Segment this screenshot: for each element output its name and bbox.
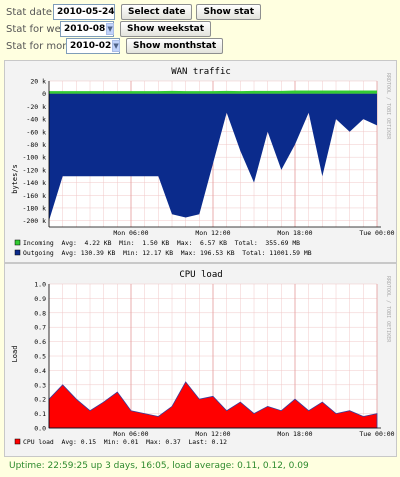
y-tick-label: 0.5 [34, 353, 46, 361]
y-tick-label: -120 k [23, 166, 47, 174]
x-tick-label: Mon 06:00 [113, 229, 148, 237]
y-tick-label: -200 k [23, 217, 47, 225]
x-tick-label: Mon 12:00 [195, 430, 230, 438]
date-label: Stat date: [6, 6, 56, 18]
cpu-marks [48, 381, 378, 429]
y-tick-label: 0.6 [34, 338, 46, 346]
week-row: Stat for week: 2010-08 ▼ Show weekstat [6, 21, 212, 37]
outgoing-legend-swatch [14, 249, 21, 256]
cpu-legend: CPU load Avg: 0.15 Min: 0.01 Max: 0.37 L… [23, 438, 227, 446]
cpu-title: CPU load [179, 270, 222, 280]
wan-marks [49, 90, 377, 221]
series-area-incoming [49, 90, 377, 94]
y-tick-label: -140 k [23, 179, 47, 187]
wan-y-axis: 20 k 0 -20 k -40 k -60 k -80 k -100 k -120 k -14… [23, 78, 381, 228]
outgoing-legend: Outgoing Avg: 130.39 KB Min: 12.17 KB Ma… [23, 249, 312, 257]
incoming-legend: Incoming Avg: 4.22 KB Min: 1.50 KB Max: … [23, 239, 300, 247]
uptime-status: Uptime: 22:59:25 up 3 days, 16:05, load … [9, 461, 309, 471]
y-tick-label: 1.0 [34, 281, 46, 289]
cpu-load-chart: CPU load RRDTOOL / TOBI OETIKER Load 1.0… [11, 270, 395, 446]
y-tick-label: 0.4 [34, 367, 46, 375]
date-row: Stat date: 2010-05-24 Select date Show s… [6, 4, 262, 20]
week-label: Stat for week: [6, 23, 77, 35]
cpu-y-axis: 1.0 0.9 0.8 0.7 0.6 0.5 0.4 0.3 0.2 0.1 0.0 [34, 281, 381, 433]
x-tick-label: Mon 12:00 [195, 229, 230, 237]
y-tick-label: -40 k [26, 116, 46, 124]
select-date-button[interactable]: Select date [121, 4, 193, 20]
y-tick-label: 20 k [30, 78, 46, 86]
week-select[interactable]: 2010-08 ▼ [60, 21, 114, 37]
show-weekstat-button[interactable]: Show weekstat [120, 21, 212, 37]
y-tick-label: 0.2 [34, 396, 46, 404]
month-select-value: 2010-02 [70, 41, 112, 51]
x-tick-label: Tue 00:00 [359, 229, 394, 237]
y-tick-label: -60 k [26, 128, 46, 136]
month-row: Stat for month: 2010-02 ▼ Show monthstat [6, 38, 224, 54]
wan-traffic-graph: WAN traffic RRDTOOL / TOBI OETIKER bytes… [4, 60, 397, 263]
y-tick-label: -100 k [23, 154, 47, 162]
y-tick-label: 0.0 [34, 425, 46, 433]
y-tick-label: -180 k [23, 204, 47, 212]
y-tick-label: -80 k [26, 141, 46, 149]
y-tick-label: 0.7 [34, 324, 46, 332]
chevron-down-icon[interactable]: ▼ [106, 23, 114, 35]
week-select-value: 2010-08 [64, 24, 106, 34]
cpu-watermark: RRDTOOL / TOBI OETIKER [385, 276, 391, 343]
series-area-outgoing [49, 93, 377, 221]
cpu-legend-swatch [14, 438, 21, 445]
incoming-legend-swatch [14, 239, 21, 246]
x-tick-label: Mon 18:00 [277, 229, 312, 237]
date-input[interactable]: 2010-05-24 [53, 4, 115, 20]
y-tick-label: 0.8 [34, 309, 46, 317]
wan-title: WAN traffic [171, 67, 231, 77]
x-tick-label: Mon 18:00 [277, 430, 312, 438]
y-tick-label: -20 k [26, 103, 46, 111]
y-tick-label: 0 [42, 90, 46, 98]
wan-ylabel: bytes/s [11, 164, 19, 194]
x-tick-label: Tue 00:00 [359, 430, 394, 438]
chevron-down-icon[interactable]: ▼ [112, 40, 120, 52]
y-tick-label: 0.3 [34, 381, 46, 389]
y-tick-label: 0.1 [34, 410, 46, 418]
month-label: Stat for month: [6, 40, 83, 52]
month-select[interactable]: 2010-02 ▼ [66, 38, 120, 54]
x-tick-label: Mon 06:00 [113, 430, 148, 438]
wan-x-axis: Mon 06:00 Mon 12:00 Mon 18:00 Tue 00:00 [113, 229, 394, 237]
y-tick-label: 0.9 [34, 295, 46, 303]
series-area-cpu-load [48, 381, 378, 429]
cpu-load-graph: CPU load RRDTOOL / TOBI OETIKER Load 1.0… [4, 263, 397, 457]
show-stat-button[interactable]: Show stat [196, 4, 262, 20]
y-tick-label: -160 k [23, 192, 47, 200]
show-monthstat-button[interactable]: Show monthstat [126, 38, 224, 54]
cpu-x-axis: Mon 06:00 Mon 12:00 Mon 18:00 Tue 00:00 [113, 430, 394, 438]
wan-traffic-chart: WAN traffic RRDTOOL / TOBI OETIKER bytes… [11, 67, 395, 257]
wan-watermark: RRDTOOL / TOBI OETIKER [385, 73, 391, 140]
cpu-ylabel: Load [11, 346, 19, 363]
